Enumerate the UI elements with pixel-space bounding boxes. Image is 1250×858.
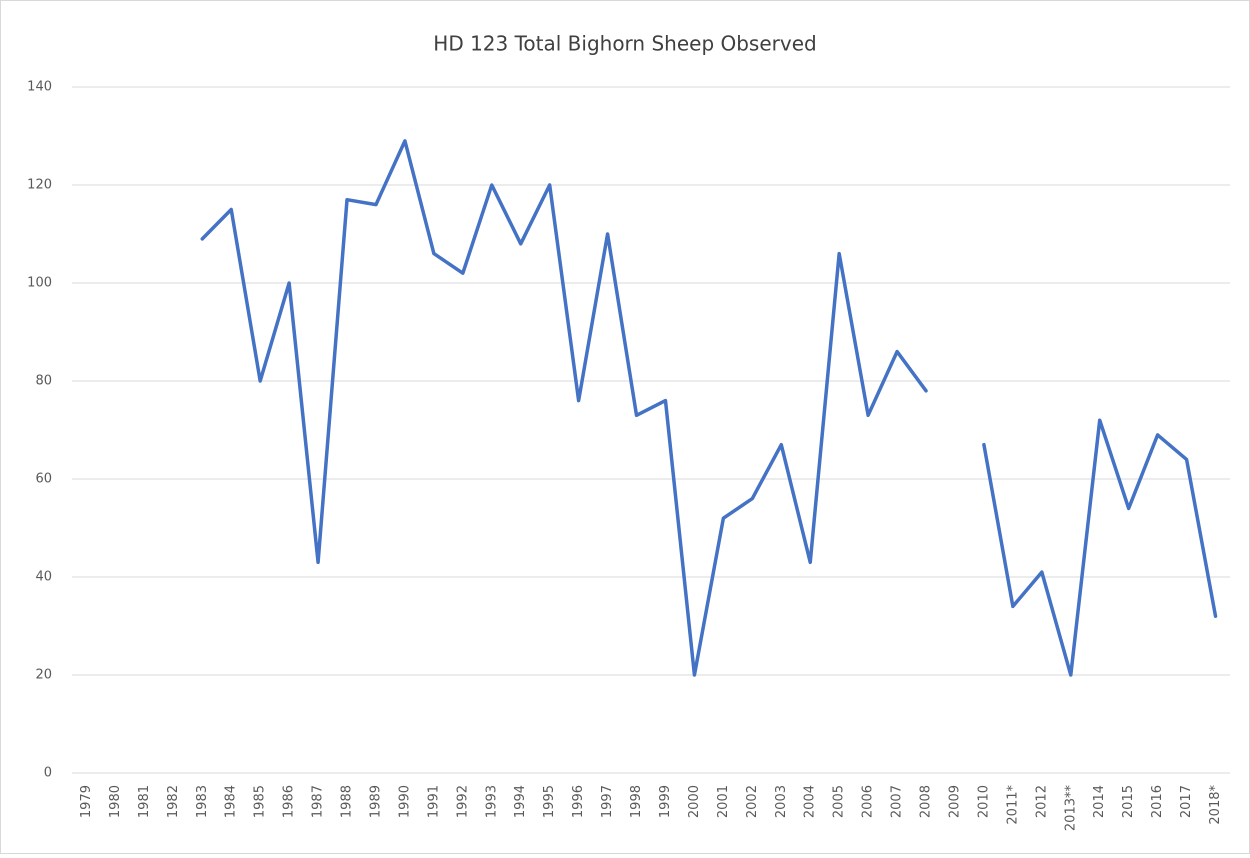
y-tick-label: 40 bbox=[35, 570, 52, 585]
x-tick-label: 2014 bbox=[1092, 785, 1107, 818]
x-tick-label: 2000 bbox=[687, 785, 702, 818]
x-tick-label: 1999 bbox=[658, 785, 673, 818]
x-tick-label: 1983 bbox=[195, 785, 210, 818]
x-tick-label: 2013** bbox=[1063, 785, 1078, 832]
x-tick-label: 2009 bbox=[947, 785, 962, 818]
x-tick-label: 1987 bbox=[311, 785, 326, 818]
x-tick-label: 1986 bbox=[282, 785, 297, 818]
x-tick-label: 2016 bbox=[1150, 785, 1165, 818]
x-tick-label: 2004 bbox=[803, 785, 818, 818]
y-tick-label: 120 bbox=[27, 178, 52, 193]
x-tick-label: 1981 bbox=[137, 785, 152, 818]
chart-title: HD 123 Total Bighorn Sheep Observed bbox=[433, 32, 816, 56]
y-tick-label: 140 bbox=[27, 80, 52, 95]
x-tick-label: 1991 bbox=[426, 785, 441, 818]
x-tick-label: 1988 bbox=[340, 785, 355, 818]
x-tick-label: 2011* bbox=[1005, 785, 1020, 825]
x-tick-label: 2003 bbox=[774, 785, 789, 818]
x-tick-label: 1998 bbox=[629, 785, 644, 818]
x-tick-label: 2006 bbox=[861, 785, 876, 818]
x-tick-label: 2002 bbox=[745, 785, 760, 818]
x-tick-label: 2018* bbox=[1208, 785, 1223, 825]
x-tick-label: 2007 bbox=[890, 785, 905, 818]
x-tick-label: 2012 bbox=[1034, 785, 1049, 818]
x-tick-label: 2015 bbox=[1121, 785, 1136, 818]
x-tick-label: 1980 bbox=[108, 785, 123, 818]
y-tick-label: 80 bbox=[35, 374, 52, 389]
x-tick-label: 2001 bbox=[716, 785, 731, 818]
x-tick-label: 2017 bbox=[1179, 785, 1194, 818]
x-tick-label: 1984 bbox=[224, 785, 239, 818]
x-tick-label: 2005 bbox=[832, 785, 847, 818]
x-tick-label: 1992 bbox=[455, 785, 470, 818]
x-tick-label: 2008 bbox=[919, 785, 934, 818]
y-tick-label: 60 bbox=[35, 472, 52, 487]
x-tick-label: 1994 bbox=[513, 785, 528, 818]
x-tick-label: 1995 bbox=[542, 785, 557, 818]
y-tick-label: 0 bbox=[44, 766, 52, 781]
x-tick-label: 1990 bbox=[397, 785, 412, 818]
data-line bbox=[200, 139, 1218, 677]
y-tick-label: 20 bbox=[35, 668, 52, 683]
x-tick-label: 1997 bbox=[600, 785, 615, 818]
x-tick-label: 2010 bbox=[976, 785, 991, 818]
x-tick-label: 1979 bbox=[79, 785, 94, 818]
x-tick-label: 1982 bbox=[166, 785, 181, 818]
x-tick-label: 1989 bbox=[368, 785, 383, 818]
x-tick-label: 1993 bbox=[484, 785, 499, 818]
x-tick-label: 1996 bbox=[571, 785, 586, 818]
y-tick-label: 100 bbox=[27, 276, 52, 291]
x-tick-label: 1985 bbox=[253, 785, 268, 818]
